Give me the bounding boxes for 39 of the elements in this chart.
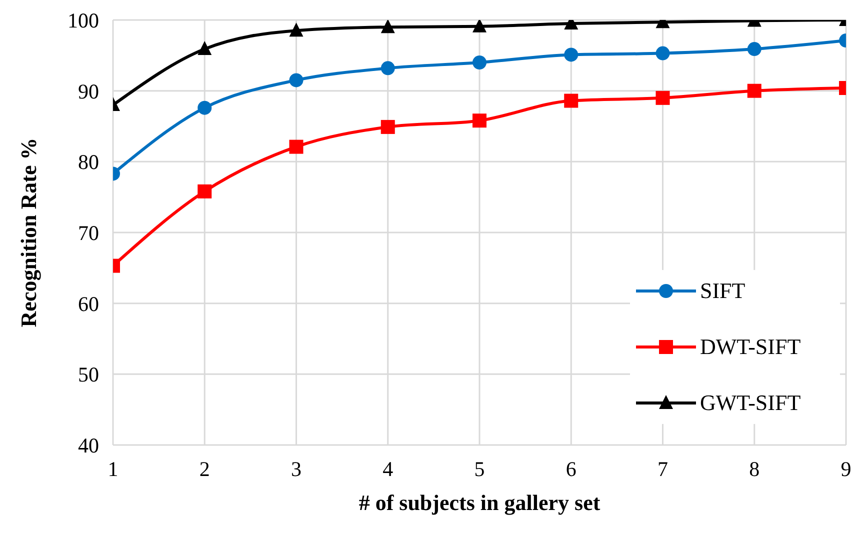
- x-tick-label: 1: [108, 456, 118, 481]
- legend-label: DWT-SIFT: [700, 334, 801, 360]
- point: [472, 56, 486, 70]
- y-tick-label: 40: [78, 433, 99, 458]
- point: [656, 46, 670, 60]
- x-tick-label: 2: [199, 456, 210, 481]
- y-tick-label: 90: [78, 79, 99, 104]
- point: [564, 48, 578, 62]
- y-tick-label: 50: [78, 362, 99, 387]
- y-tick-label: 100: [68, 8, 99, 32]
- x-tick-label: 8: [749, 456, 760, 481]
- legend-label: SIFT: [700, 278, 746, 304]
- point: [289, 73, 304, 88]
- point: [564, 94, 578, 108]
- point: [747, 84, 762, 98]
- y-tick-label: 70: [78, 220, 99, 245]
- point: [472, 20, 486, 32]
- x-tick-label: 5: [474, 456, 485, 481]
- x-tick-label: 4: [382, 456, 394, 481]
- point: [380, 20, 395, 34]
- x-tick-label: 3: [291, 456, 302, 481]
- point: [198, 41, 212, 56]
- x-tick-label: 6: [566, 456, 576, 481]
- point: [472, 114, 486, 128]
- x-tick-label: 7: [658, 456, 668, 481]
- x-axis-title: # of subjects in gallery set: [358, 490, 601, 515]
- point: [198, 100, 212, 115]
- y-axis-title: Recognition Rate %: [16, 138, 41, 328]
- point: [656, 90, 670, 105]
- point: [380, 120, 395, 134]
- point: [289, 22, 304, 37]
- x-tick-label: 9: [840, 456, 852, 481]
- point: [747, 42, 762, 56]
- point: [380, 61, 395, 76]
- y-tick-label: 60: [78, 292, 99, 316]
- legend-label: GWT-SIFT: [700, 390, 801, 416]
- point: [198, 184, 212, 198]
- point: [289, 140, 304, 154]
- y-tick-label: 80: [78, 150, 99, 174]
